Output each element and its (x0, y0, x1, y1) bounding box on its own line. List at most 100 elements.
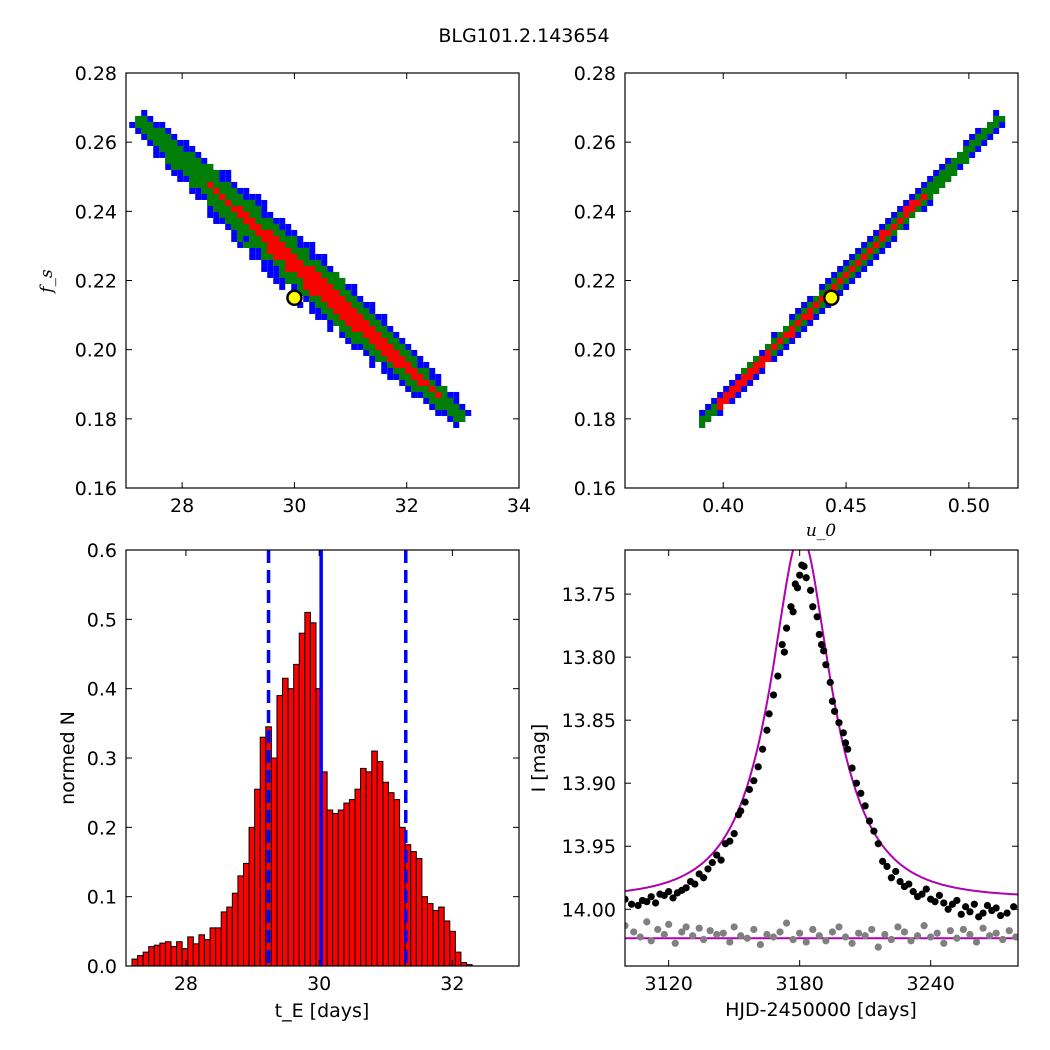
p4-y-axis: 13.75 13.80 13.85 13.90 13.95 14.00 (562, 584, 1018, 921)
heatmap-cell-blue (843, 283, 850, 290)
heatmap-cell-red (351, 325, 358, 332)
heatmap-cell-red (351, 307, 358, 314)
heatmap-cell-blue (771, 331, 778, 338)
data-point (879, 857, 887, 865)
heatmap-cell-red (849, 265, 856, 272)
heatmap-cell-blue (435, 409, 442, 416)
heatmap-cell-blue (903, 199, 910, 206)
histogram-bar (365, 771, 373, 966)
heatmap-cell-green (849, 271, 856, 278)
heatmap-cell-green (225, 193, 232, 200)
heatmap-cell-blue (207, 211, 214, 218)
heatmap-cell-blue (183, 175, 190, 182)
heatmap-cell-red (879, 235, 886, 242)
heatmap-cell-green (795, 313, 802, 320)
heatmap-cell-blue (417, 361, 424, 368)
heatmap-cell-blue (429, 403, 436, 410)
heatmap-cell-green (417, 385, 424, 392)
heatmap-cell-green (903, 217, 910, 224)
heatmap-cell-green (183, 169, 190, 176)
heatmap-cell-green (897, 211, 904, 218)
heatmap-cell-red (255, 229, 262, 236)
heatmap-cell-green (279, 259, 286, 266)
residual-point (737, 932, 745, 940)
heatmap-cell-blue (297, 235, 304, 242)
heatmap-cell-blue (837, 289, 844, 296)
heatmap-cell-blue (891, 235, 898, 242)
data-point (857, 789, 865, 797)
p3-ytick-label: 0.3 (87, 748, 117, 770)
heatmap-cell-green (945, 169, 952, 176)
p2-ytick-label: 0.22 (574, 271, 616, 293)
residual-point (689, 932, 697, 940)
heatmap-cell-blue (795, 307, 802, 314)
heatmap-cell-blue (243, 187, 250, 194)
heatmap-cell-blue (165, 163, 172, 170)
heatmap-cell-blue (267, 259, 274, 266)
heatmap-cell-green (147, 121, 154, 128)
heatmap-cell-green (159, 145, 166, 152)
p1-ytick-label: 0.26 (75, 132, 117, 154)
residual-point (647, 937, 655, 945)
heatmap-cell-blue (225, 175, 232, 182)
heatmap-cell-green (891, 229, 898, 236)
heatmap-cell-green (195, 169, 202, 176)
heatmap-cell-red (309, 265, 316, 272)
histogram-bar (466, 964, 473, 966)
heatmap-cell-blue (867, 235, 874, 242)
heatmap-cell-blue (819, 283, 826, 290)
histogram-bar (371, 750, 378, 966)
heatmap-cell-blue (855, 271, 862, 278)
heatmap-cell-green (363, 313, 370, 320)
heatmap-cell-green (375, 349, 382, 356)
heatmap-cell-green (843, 265, 850, 272)
heatmap-cell-green (255, 205, 262, 212)
heatmap-cell-green (201, 175, 208, 182)
data-point (870, 827, 878, 835)
heatmap-cell-green (291, 247, 298, 254)
heatmap-cell-red (723, 397, 730, 404)
heatmap-cell-blue (723, 385, 730, 392)
p3-bars (131, 611, 473, 966)
residual-point (1012, 933, 1018, 941)
heatmap-cell-blue (405, 385, 412, 392)
heatmap-cell-green (231, 217, 238, 224)
data-point (979, 909, 987, 917)
heatmap-cell-blue (855, 247, 862, 254)
data-point (691, 880, 699, 888)
heatmap-cell-blue (243, 193, 250, 200)
histogram-bar (259, 736, 267, 966)
histogram-bar (187, 936, 194, 966)
residual-point (678, 928, 686, 936)
heatmap-cell-green (261, 253, 268, 260)
heatmap-cell-blue (813, 313, 820, 320)
heatmap-cell-red (267, 229, 274, 236)
residual-point (855, 929, 863, 937)
data-point (835, 719, 843, 727)
heatmap-cell-green (303, 247, 310, 254)
heatmap-cell-green (219, 205, 226, 212)
heatmap-cell-green (771, 337, 778, 344)
data-point (909, 888, 917, 896)
heatmap-cell-blue (327, 319, 334, 326)
residual-point (726, 938, 734, 946)
heatmap-cell-red (279, 247, 286, 254)
residual-point (743, 934, 751, 942)
heatmap-cell-red (393, 355, 400, 362)
heatmap-cell-green (285, 271, 292, 278)
heatmap-cell-red (399, 355, 406, 362)
heatmap-cell-red (231, 205, 238, 212)
heatmap-cell-blue (369, 301, 376, 308)
histogram-bar (326, 809, 334, 966)
heatmap-cell-blue (291, 229, 298, 236)
figure-title: BLG101.2.143654 (438, 25, 609, 47)
heatmap-cell-blue (849, 253, 856, 260)
heatmap-cell-green (447, 409, 454, 416)
heatmap-cell-green (393, 367, 400, 374)
heatmap-cell-red (765, 355, 772, 362)
heatmap-cell-green (981, 133, 988, 140)
heatmap-cell-blue (225, 169, 232, 176)
histogram-bar (248, 826, 256, 966)
heatmap-cell-green (405, 355, 412, 362)
histogram-bar (215, 927, 222, 966)
